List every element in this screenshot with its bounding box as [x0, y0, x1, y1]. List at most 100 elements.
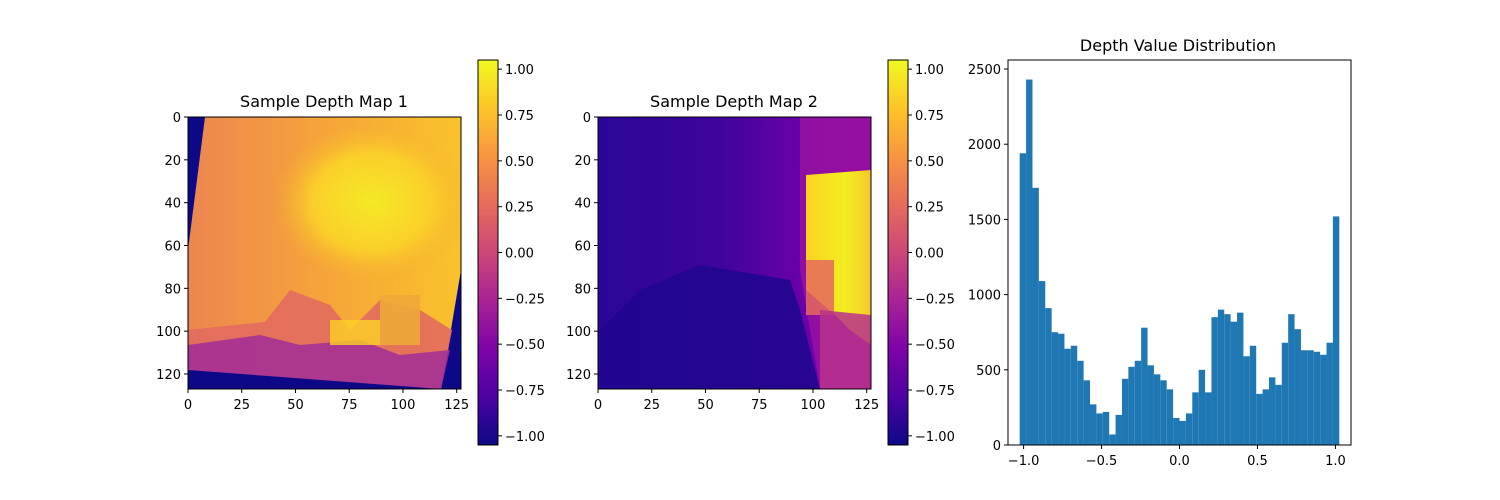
histogram-bar	[1064, 348, 1071, 445]
colorbar-tick-label: 0.50	[505, 155, 534, 170]
histogram-bar	[1332, 216, 1340, 445]
y-tick-label: 2000	[968, 138, 1001, 153]
histogram-bar	[1294, 329, 1301, 445]
x-tick-label: 25	[233, 398, 250, 413]
colorbar-1-gradient	[477, 59, 499, 446]
histogram-bar	[1179, 420, 1186, 445]
depth-map-1-axes: 0 25 50 75 100 125 0 20 40 60 80 100 120	[156, 111, 469, 413]
histogram-bar	[1288, 314, 1295, 445]
histogram-bar	[1070, 345, 1078, 445]
y-tick-label: 1000	[968, 289, 1001, 304]
colorbar-tick-label: −1.00	[505, 430, 545, 445]
histogram-bar	[1128, 366, 1135, 445]
depth-map-2-image	[597, 116, 872, 390]
depth-map-1-colorbar: 1.00 0.75 0.50 0.25 0.00 −0.25 −0.50 −0.75 −1.00	[477, 59, 545, 446]
histogram-bar	[1281, 342, 1289, 445]
histogram-bar	[1153, 374, 1161, 445]
histogram-bar	[1313, 351, 1321, 445]
histogram-bar	[1211, 317, 1218, 445]
histogram-bar	[1083, 380, 1091, 445]
histogram-bars	[1019, 79, 1340, 445]
x-tick-label: 100	[391, 398, 416, 413]
depth-map-1-image	[187, 116, 462, 390]
histogram-bar	[1102, 411, 1110, 445]
histogram-bar	[1262, 389, 1269, 445]
colorbar-tick-label: −1.00	[915, 430, 955, 445]
colorbar-tick-label: 0.00	[915, 247, 944, 262]
y-tick-label: 60	[574, 240, 591, 255]
y-tick-label: 120	[156, 368, 181, 383]
x-tick-label: 75	[341, 398, 358, 413]
histogram-bar	[1268, 377, 1276, 445]
y-tick-label: 120	[566, 368, 591, 383]
depth-map-1-panel: Sample Depth Map 1 0 25 50 75 100 125 0 20 40 60 8…	[156, 59, 545, 446]
colorbar-tick-label: −0.75	[505, 384, 545, 399]
histogram-bar	[1134, 360, 1142, 445]
colorbar-tick-label: 0.25	[505, 201, 534, 216]
histogram-panel: Depth Value Distribution −1.0 −0.5 0.0 0.5 1…	[968, 36, 1352, 469]
x-tick-label: 1.0	[1325, 454, 1346, 469]
colorbar-tick-label: −0.50	[505, 338, 545, 353]
y-tick-label: 0	[583, 111, 591, 126]
histogram-bar	[1019, 153, 1027, 445]
colorbar-1-ticks: 1.00 0.75 0.50 0.25 0.00 −0.25 −0.50 −0.75 −1.00	[498, 63, 545, 445]
colorbar-tick-label: 1.00	[505, 63, 534, 78]
histogram-bar	[1166, 389, 1174, 445]
y-tick-label: 60	[164, 240, 181, 255]
x-tick-label: 0	[594, 398, 602, 413]
histogram-bar	[1243, 356, 1250, 445]
histogram-bar	[1051, 332, 1059, 445]
x-tick-label: 125	[444, 398, 469, 413]
x-tick-label: 100	[801, 398, 826, 413]
y-tick-label: 2500	[968, 63, 1001, 78]
x-tick-label: 0	[184, 398, 192, 413]
y-tick-label: 100	[566, 325, 591, 340]
histogram-bar	[1237, 312, 1244, 445]
y-tick-label: 80	[164, 282, 181, 297]
colorbar-tick-label: 0.25	[915, 201, 944, 216]
y-tick-label: 40	[574, 197, 591, 212]
colorbar-tick-label: 0.50	[915, 155, 944, 170]
histogram-bar	[1115, 414, 1122, 445]
y-tick-label: 500	[976, 364, 1001, 379]
y-tick-label: 100	[156, 325, 181, 340]
histogram-bar	[1300, 350, 1308, 445]
x-tick-label: 50	[697, 398, 714, 413]
histogram-title: Depth Value Distribution	[1080, 36, 1276, 55]
histogram-bar	[1326, 342, 1333, 445]
colorbar-2-gradient	[887, 59, 909, 446]
y-tick-label: 0	[173, 111, 181, 126]
histogram-bar	[1141, 327, 1148, 445]
histogram-bar	[1320, 354, 1327, 445]
colorbar-2-ticks: 1.00 0.75 0.50 0.25 0.00 −0.25 −0.50 −0.75 −1.00	[908, 63, 955, 445]
histogram-bar	[1160, 380, 1167, 445]
histogram-bar	[1249, 345, 1257, 445]
colorbar-tick-label: −0.25	[915, 292, 955, 307]
colorbar-tick-label: −0.75	[915, 384, 955, 399]
colorbar-tick-label: −0.50	[915, 338, 955, 353]
histogram-bar	[1198, 369, 1206, 445]
x-tick-label: −0.5	[1086, 454, 1118, 469]
depth-map-2-title: Sample Depth Map 2	[650, 92, 818, 111]
x-tick-label: 50	[287, 398, 304, 413]
colorbar-tick-label: −0.25	[505, 292, 545, 307]
histogram-axes: −1.0 −0.5 0.0 0.5 1.0 0 500 1000 1500 2000 2500	[968, 63, 1346, 469]
y-tick-label: 20	[164, 154, 181, 169]
histogram-bar	[1192, 392, 1199, 445]
histogram-bar	[1026, 79, 1033, 445]
histogram-bar	[1096, 413, 1103, 445]
y-tick-label: 1500	[968, 213, 1001, 228]
histogram-bar	[1038, 281, 1046, 445]
histogram-bar	[1147, 365, 1154, 445]
x-tick-label: 125	[854, 398, 879, 413]
colorbar-tick-label: 0.00	[505, 247, 534, 262]
x-tick-label: 75	[751, 398, 768, 413]
x-tick-label: 0.0	[1169, 454, 1190, 469]
x-tick-label: 25	[643, 398, 660, 413]
depth-map-1-title: Sample Depth Map 1	[240, 92, 408, 111]
histogram-bar	[1205, 392, 1212, 445]
histogram-bar	[1230, 321, 1238, 445]
x-tick-label: 0.5	[1247, 454, 1268, 469]
histogram-bar	[1121, 378, 1129, 445]
